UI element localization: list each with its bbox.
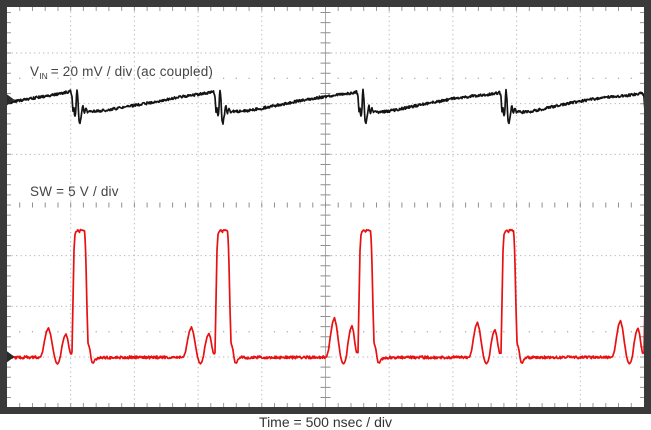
sw-trace (7, 228, 644, 365)
oscilloscope-plot (7, 7, 644, 407)
vin-label-prefix: V (30, 64, 40, 79)
center-horizontal-minor-ticks (19, 202, 632, 208)
vin-trace (7, 88, 644, 125)
ch2-zero-marker (7, 351, 15, 363)
vin-label-rest: = 20 mV / div (ac coupled) (50, 64, 214, 79)
vin-label-subscript: IN (39, 71, 48, 81)
ch1-zero-marker (7, 94, 15, 106)
scope-frame: VIN = 20 mV / div (ac coupled) SW = 5 V /… (0, 0, 651, 414)
vin-trace-label: VIN = 20 mV / div (ac coupled) (30, 64, 213, 81)
edge-minor-ticks (7, 7, 644, 407)
sw-trace-label: SW = 5 V / div (30, 184, 119, 199)
time-scale-caption: Time = 500 nsec / div (259, 414, 392, 430)
